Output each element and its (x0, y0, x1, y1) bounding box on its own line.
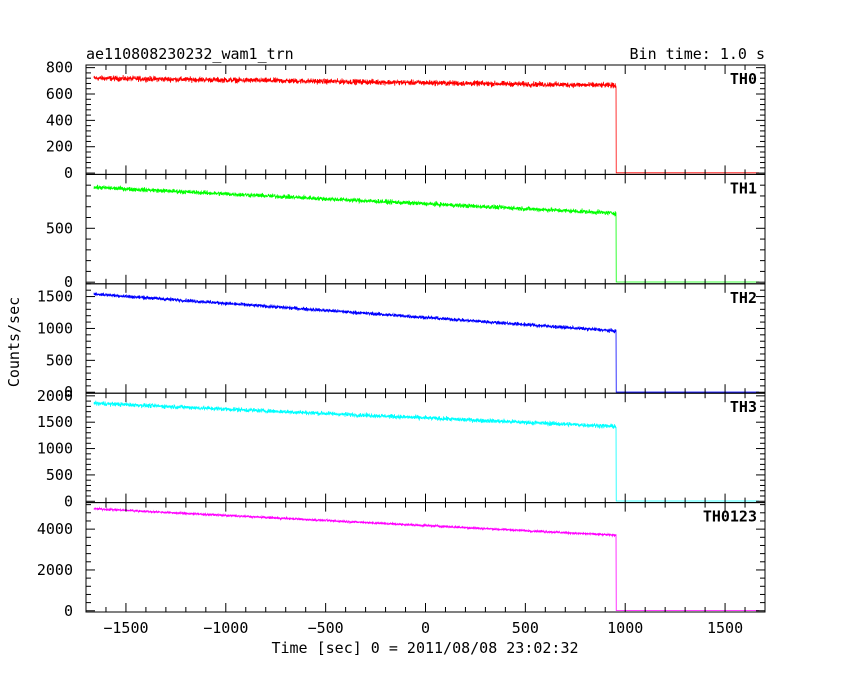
panel-frame (85, 392, 766, 504)
band-label-th1: TH1 (730, 179, 757, 197)
series-line-th3 (93, 400, 760, 502)
series-line-th1 (93, 184, 760, 283)
y-tick-label: 2000 (37, 561, 73, 579)
y-tick-label: 0 (64, 492, 73, 510)
y-tick-label: 1000 (37, 440, 73, 458)
band-label-th3: TH3 (730, 398, 757, 416)
x-tick-label: 1500 (707, 619, 743, 637)
band-label-th0: TH0 (730, 70, 757, 88)
y-tick-label: 0 (64, 273, 73, 291)
band-label-th2: TH2 (730, 289, 757, 307)
bin-time-label: Bin time: 1.0 s (630, 45, 765, 63)
panel-th2: 0 500 1000 1500 TH2 (37, 283, 766, 401)
band-label-th0123: TH0123 (703, 508, 757, 526)
y-tick-label: 200 (46, 138, 73, 156)
y-tick-label: 1500 (37, 288, 73, 306)
panel-th0123: 0 2000 4000 TH0123 (37, 502, 766, 620)
y-tick-label: 400 (46, 111, 73, 129)
chart-title: ae110808230232_wam1_trn (86, 45, 294, 63)
y-tick-label: 600 (46, 85, 73, 103)
x-axis-label: Time [sec] 0 = 2011/08/08 23:02:32 (271, 639, 578, 657)
y-tick-label: 800 (46, 59, 73, 77)
series-line-th0 (93, 75, 760, 174)
panel-frame (85, 64, 766, 175)
x-tick-label: 0 (421, 619, 430, 637)
x-tick-label: −1500 (103, 619, 148, 637)
x-tick-label: 500 (512, 619, 539, 637)
panel-th1: 0 500 TH1 (46, 173, 766, 291)
x-tick-label: 1000 (607, 619, 643, 637)
panel-th0: 0 200 400 600 800 TH0 (46, 59, 766, 182)
y-tick-label: 500 (46, 351, 73, 369)
x-tick-label: −500 (308, 619, 344, 637)
y-tick-label: 500 (46, 219, 73, 237)
y-tick-label: 0 (64, 602, 73, 620)
panel-frame (85, 502, 766, 613)
series-line-th0123 (93, 506, 760, 611)
x-axis: −1500 −1000 −500 0 500 1000 1500 (103, 619, 743, 637)
panel-th3: 0 500 1000 1500 2000 TH3 (37, 387, 766, 510)
y-tick-label: 500 (46, 466, 73, 484)
y-tick-label: 0 (64, 164, 73, 182)
y-tick-label: 4000 (37, 520, 73, 538)
y-tick-label: 1500 (37, 413, 73, 431)
y-tick-label: 2000 (37, 387, 73, 405)
panels-group: 0 200 400 600 800 TH0 0 500 TH1 0 500 1000 1500 TH2 0 5… (37, 59, 766, 620)
series-line-th2 (93, 291, 760, 393)
y-tick-label: 1000 (37, 319, 73, 337)
x-tick-label: −1000 (203, 619, 248, 637)
y-tick-label: 0 (64, 383, 73, 401)
y-axis-label: Counts/sec (5, 297, 23, 387)
